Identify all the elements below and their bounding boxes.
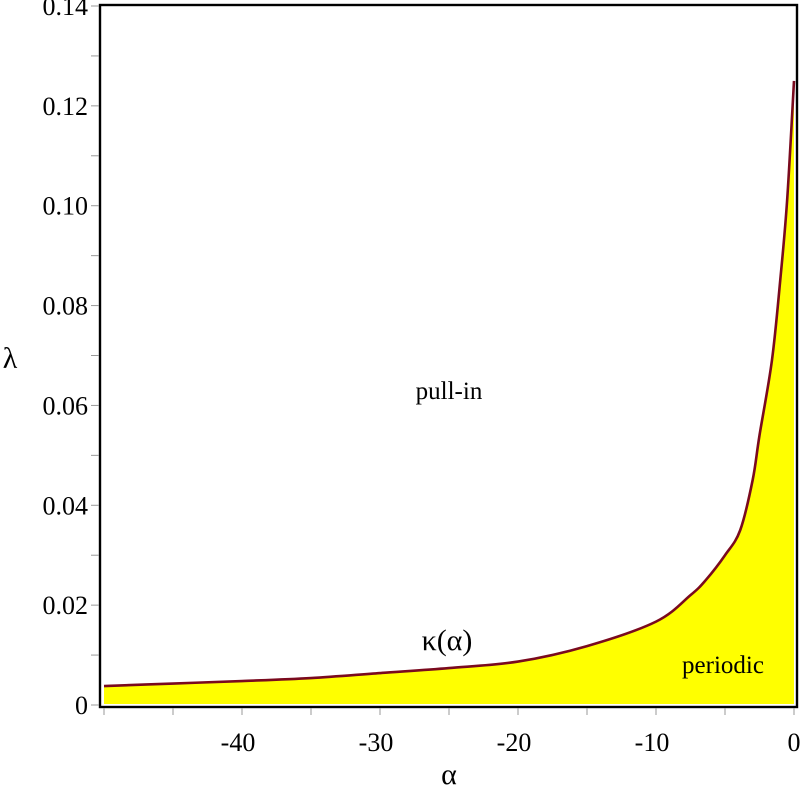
- y-tick-label: 0.02: [43, 591, 89, 620]
- x-tick-label: -30: [359, 728, 394, 757]
- kappa-curve-label: κ(α): [422, 624, 473, 657]
- y-tick-label: 0: [75, 691, 88, 720]
- y-tick-label: 0.12: [43, 92, 89, 121]
- x-tick-label: -20: [497, 728, 532, 757]
- pull-in-region-label: pull-in: [416, 378, 483, 405]
- x-tick-label: 0: [788, 728, 800, 757]
- x-tick-label: -40: [221, 728, 256, 757]
- y-tick-label: 0.14: [43, 0, 89, 21]
- y-tick-label: 0.04: [43, 491, 89, 520]
- y-axis-label: λ: [3, 342, 18, 375]
- x-axis-label: α: [441, 758, 457, 791]
- y-tick-label: 0.08: [43, 292, 89, 321]
- y-tick-label: 0.06: [43, 391, 89, 420]
- y-tick-label: 0.10: [43, 192, 89, 221]
- x-tick-label: -10: [635, 728, 670, 757]
- periodic-region-label: periodic: [682, 652, 764, 679]
